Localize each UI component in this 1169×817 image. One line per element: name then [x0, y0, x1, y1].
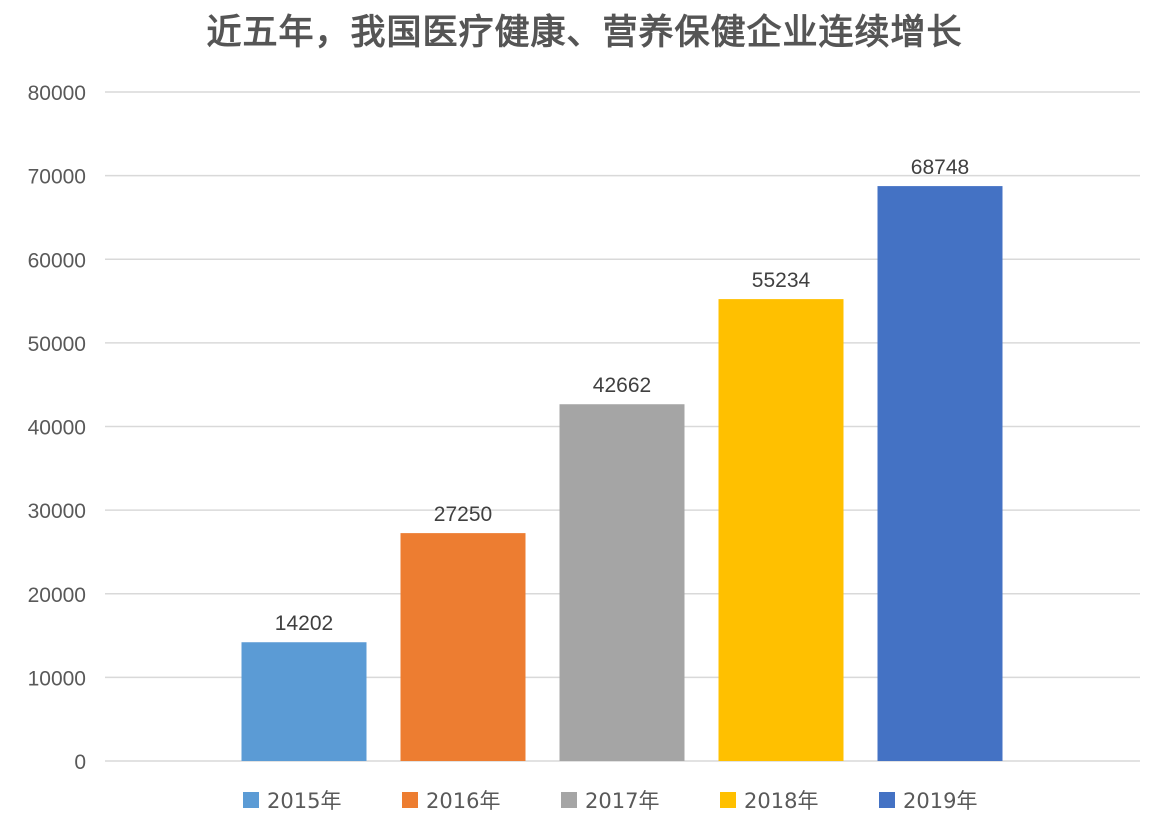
- legend-label: 2018年: [744, 789, 819, 813]
- data-label: 68748: [911, 156, 969, 179]
- y-axis-tick-labels: 0 10000 20000 30000 40000 50000 60000 70000 8000…: [28, 82, 86, 774]
- y-tick-label: 80000: [28, 82, 86, 105]
- y-tick-label: 30000: [28, 500, 86, 523]
- chart-title: 近五年，我国医疗健康、营养保健企业连续增长: [206, 13, 963, 53]
- legend-swatch: [879, 792, 895, 808]
- legend: 2015年 2016年 2017年 2018年 2019年: [0, 785, 1169, 815]
- y-tick-label: 60000: [28, 249, 86, 272]
- data-label: 14202: [275, 612, 333, 635]
- legend-swatch: [561, 792, 577, 808]
- bar-2017年: [559, 404, 685, 761]
- legend-swatch: [402, 792, 418, 808]
- legend-item: 2016年: [402, 785, 500, 815]
- legend-label: 2015年: [267, 789, 342, 813]
- legend-swatch: [720, 792, 736, 808]
- data-label: 55234: [752, 269, 811, 292]
- data-label: 42662: [593, 374, 651, 397]
- y-tick-label: 20000: [28, 584, 86, 607]
- bars: [241, 186, 1003, 761]
- y-tick-label: 70000: [28, 166, 86, 189]
- data-labels: 14202 27250 42662 55234 68748: [275, 156, 969, 635]
- legend-label: 2016年: [426, 789, 501, 813]
- bar-2016年: [400, 533, 526, 761]
- y-tick-label: 0: [74, 751, 86, 774]
- legend-item: 2017年: [561, 785, 659, 815]
- legend-swatch: [243, 792, 259, 808]
- y-tick-label: 10000: [28, 667, 86, 690]
- bar-2015年: [241, 642, 367, 761]
- bar-2018年: [718, 299, 844, 761]
- bar-2019年: [877, 186, 1003, 761]
- legend-label: 2017年: [585, 789, 660, 813]
- y-tick-label: 50000: [28, 333, 86, 356]
- y-tick-label: 40000: [28, 417, 86, 440]
- legend-item: 2015年: [243, 785, 341, 815]
- data-label: 27250: [434, 503, 492, 526]
- legend-item: 2019年: [879, 785, 977, 815]
- legend-label: 2019年: [903, 789, 978, 813]
- legend-item: 2018年: [720, 785, 818, 815]
